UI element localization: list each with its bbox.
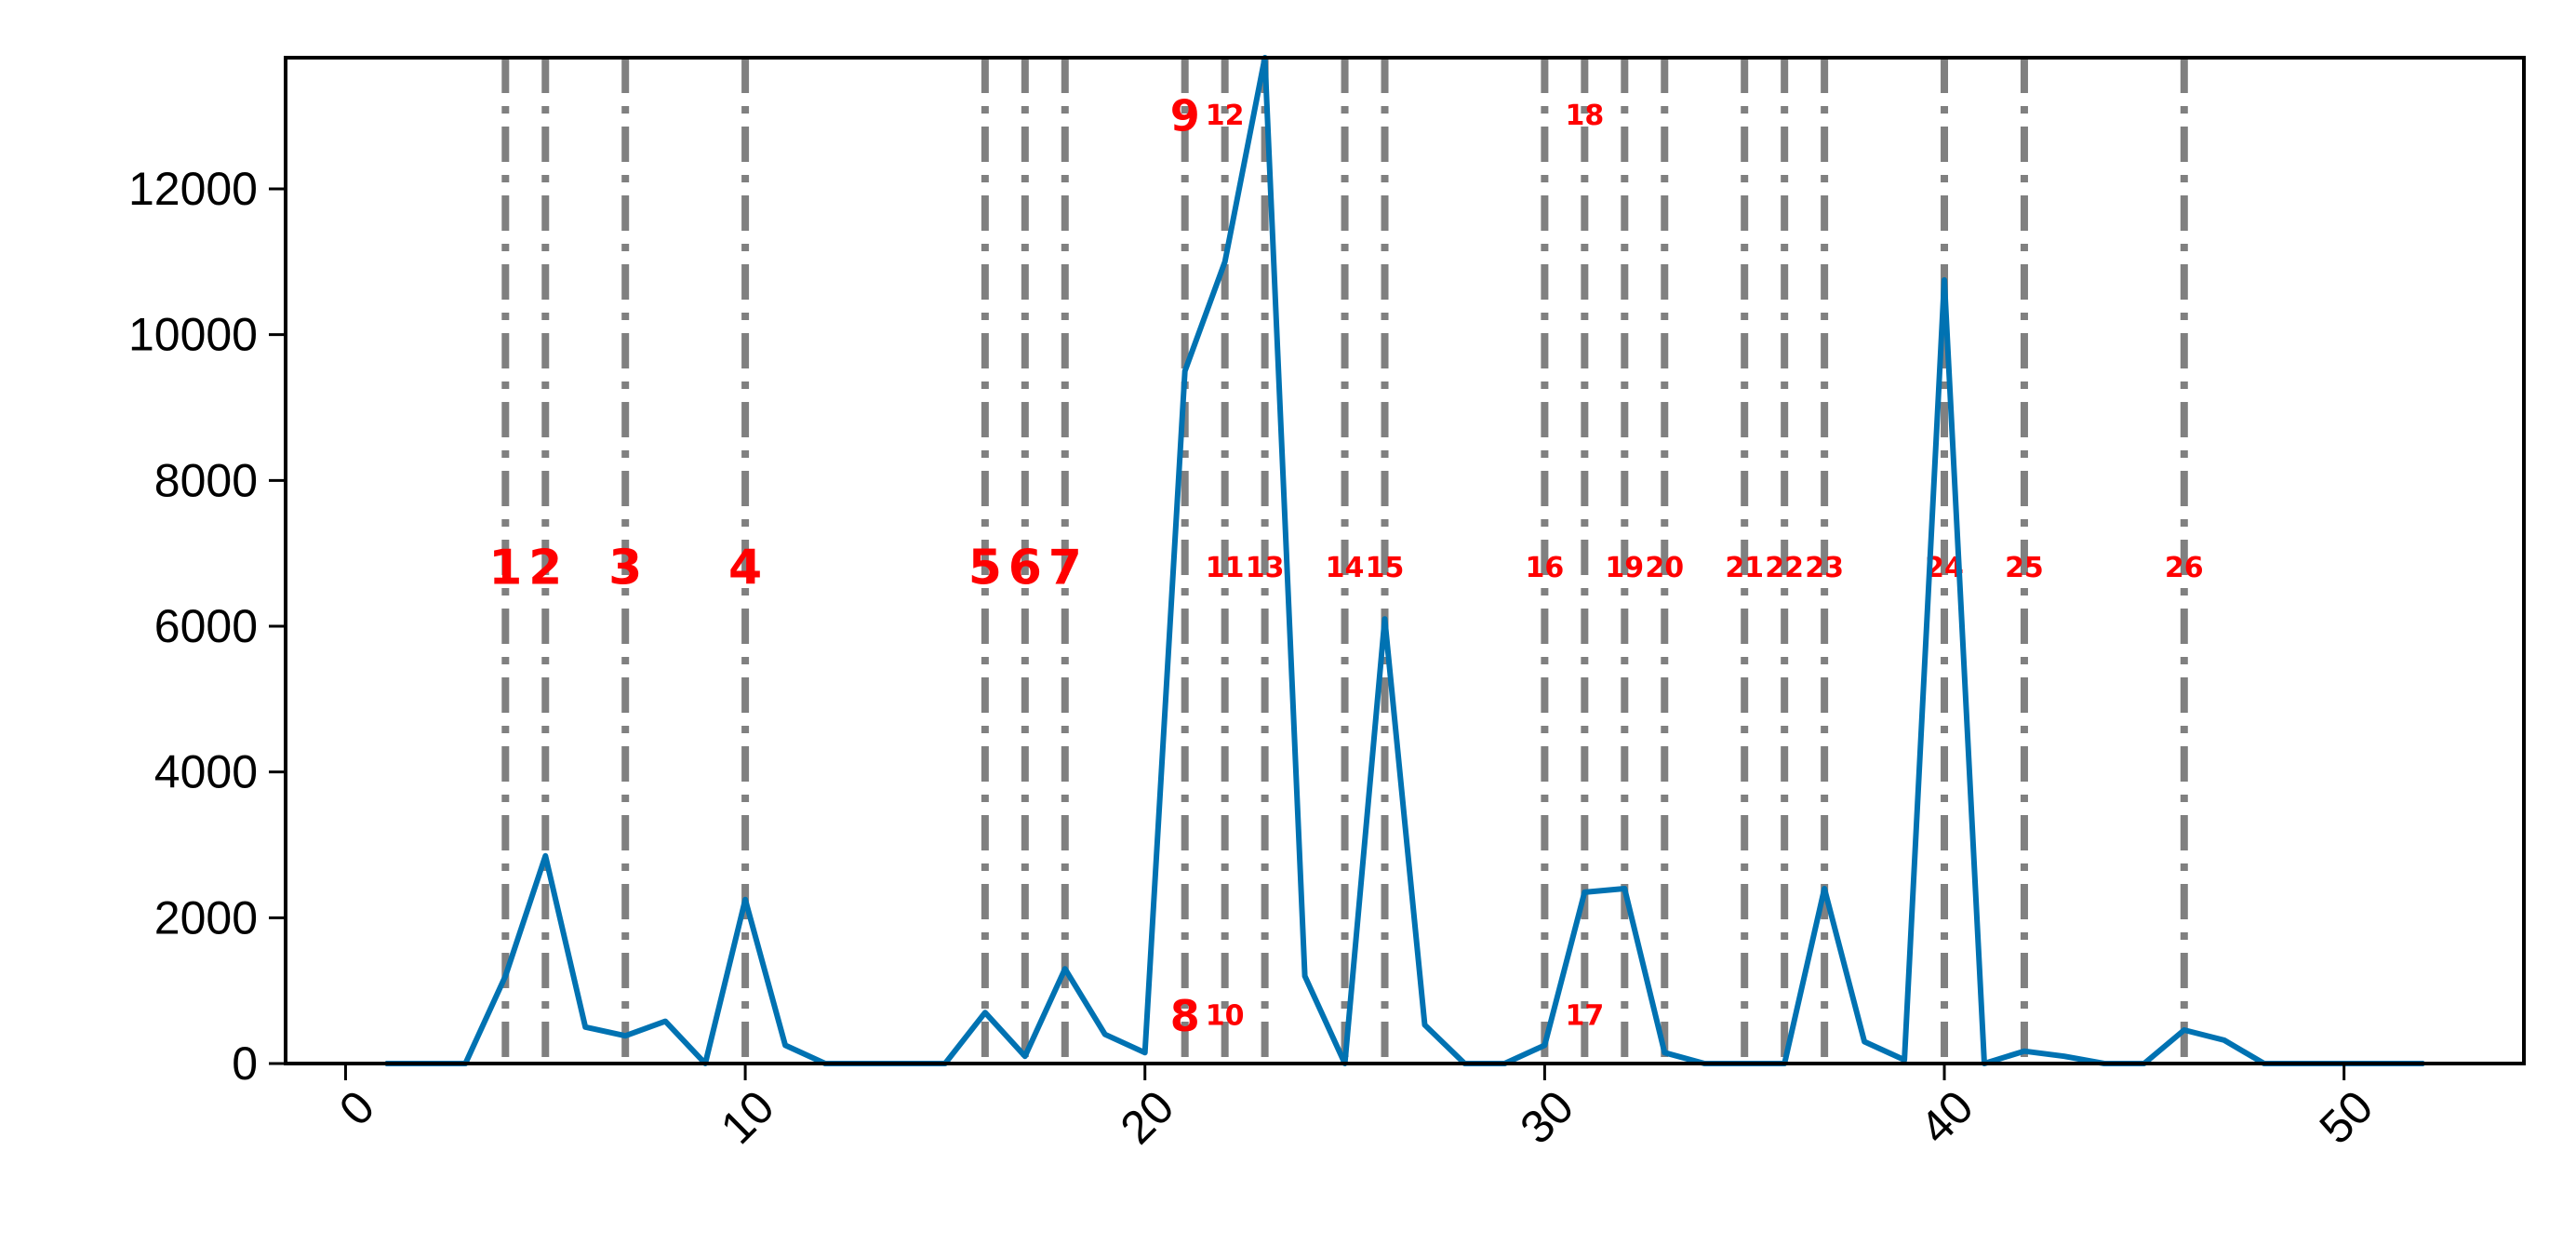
y-axis: 0 2000 4000 6000 8000 10000 12000 [128, 163, 286, 1090]
annotation-8: 8 [1170, 991, 1200, 1041]
annotation-23: 23 [1805, 552, 1844, 584]
y-tick-label: 0 [232, 1037, 258, 1090]
y-tick-label: 6000 [154, 600, 258, 652]
y-tick-label: 12000 [128, 163, 258, 215]
series-line [385, 55, 2424, 1066]
annotation-26: 26 [2165, 552, 2204, 584]
y-tick-label: 4000 [154, 746, 258, 798]
plot-frame [284, 56, 2526, 1065]
annotation-1: 1 [488, 540, 522, 596]
annotation-2: 2 [528, 540, 562, 596]
annotation-22: 22 [1765, 552, 1804, 584]
annotation-7: 7 [1048, 540, 1082, 596]
annotation-17: 17 [1565, 1000, 1604, 1033]
annotation-15: 15 [1366, 552, 1405, 584]
annotation-9: 9 [1170, 91, 1200, 141]
annotation-13: 13 [1246, 552, 1285, 584]
annotation-19: 19 [1605, 552, 1644, 584]
y-tick-label: 10000 [128, 309, 258, 361]
annotation-18: 18 [1565, 100, 1604, 132]
y-tick-label: 8000 [154, 454, 258, 506]
annotation-3: 3 [608, 540, 642, 596]
annotation-5: 5 [968, 540, 1002, 596]
annotation-6: 6 [1008, 540, 1042, 596]
annotation-10: 10 [1206, 1000, 1245, 1033]
y-tick-label: 2000 [154, 891, 258, 944]
annotation-21: 21 [1725, 552, 1764, 584]
annotation-14: 14 [1326, 552, 1365, 584]
annotation-16: 16 [1526, 552, 1565, 584]
annotation-20: 20 [1645, 552, 1684, 584]
annotation-4: 4 [728, 540, 762, 596]
annotation-12: 12 [1206, 100, 1245, 132]
annotation-25: 25 [2005, 552, 2044, 584]
annotation-11: 11 [1206, 552, 1245, 584]
